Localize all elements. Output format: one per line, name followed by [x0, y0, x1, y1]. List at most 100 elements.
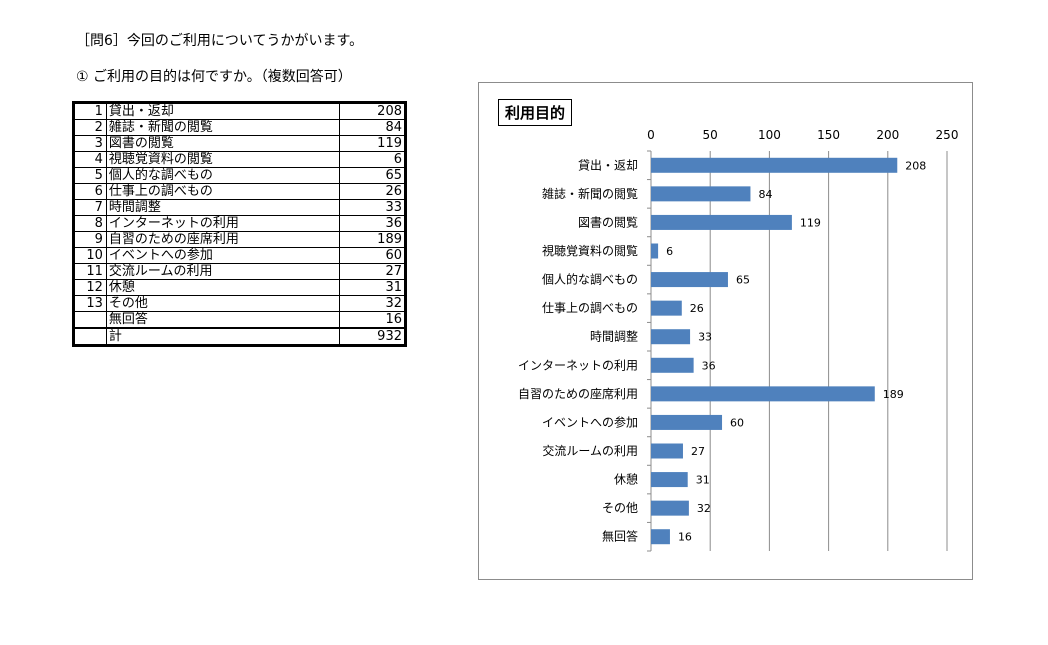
question-heading: ［問6］今回のご利用についてうかがいます。 [76, 33, 364, 49]
data-label: 31 [696, 474, 710, 487]
bar [651, 443, 683, 459]
table-row: 11 交流ルームの利用 27 [73, 263, 406, 280]
category-label: 視聴覚資料の閲覧 [542, 243, 638, 258]
row-value: 16 [339, 311, 406, 329]
bar [651, 414, 723, 430]
bar [651, 386, 875, 402]
table-row: 8 インターネットの利用 36 [73, 215, 406, 232]
table-row: 5 個人的な調べもの 65 [73, 167, 406, 184]
category-label: 交流ルームの利用 [542, 443, 638, 458]
data-label: 16 [678, 531, 692, 544]
table-row: 7 時間調整 33 [73, 199, 406, 216]
row-value: 65 [339, 167, 406, 184]
bar [651, 214, 792, 230]
category-label: 貸出・返却 [578, 157, 638, 172]
table-row: 1 貸出・返却 208 [73, 102, 406, 120]
row-number: 9 [73, 231, 107, 248]
row-number: 13 [73, 295, 107, 312]
table-row: 6 仕事上の調べもの 26 [73, 183, 406, 200]
row-value: 60 [339, 247, 406, 264]
table-row: 13 その他 32 [73, 295, 406, 312]
category-label: 個人的な調べもの [542, 272, 638, 287]
bar [651, 186, 751, 202]
table-row: 計 932 [73, 327, 406, 346]
row-number: 2 [73, 119, 107, 136]
row-value: 27 [339, 263, 406, 280]
category-label: 図書の閲覧 [578, 215, 638, 229]
row-value: 32 [339, 295, 406, 312]
table-row: 9 自習のための座席利用 189 [73, 231, 406, 248]
bar [651, 243, 659, 259]
chart-title: 利用目的 [498, 99, 573, 126]
x-tick-label: 150 [817, 128, 840, 142]
row-value: 84 [339, 119, 406, 136]
bar [651, 272, 728, 288]
data-label: 32 [697, 502, 711, 515]
row-number: 11 [73, 263, 107, 280]
row-value: 119 [339, 135, 406, 152]
row-value: 26 [339, 183, 406, 200]
row-label: 計 [105, 327, 341, 346]
category-label: 自習のための座席利用 [518, 386, 638, 401]
row-number: 4 [73, 151, 107, 168]
bar [651, 157, 898, 173]
data-label: 27 [691, 445, 705, 458]
row-number: 10 [73, 247, 107, 264]
row-value: 36 [339, 215, 406, 232]
row-label: 雑誌・新聞の閲覧 [105, 119, 341, 136]
table-row: 無回答 16 [73, 311, 406, 329]
row-value: 33 [339, 199, 406, 216]
row-label: 図書の閲覧 [105, 135, 341, 152]
bar [651, 500, 689, 516]
chart-panel: 0 50 100 150 200 250 貸出・返却 208 雑誌・新聞の閲覧 84 図書の閲覧 11… [478, 82, 973, 580]
question-subheading: ① ご利用の目的は何ですか。（複数回答可） [76, 69, 352, 85]
row-number [73, 311, 107, 329]
x-tick-label: 0 [647, 128, 655, 142]
data-label: 36 [702, 359, 716, 372]
bar-chart: 0 50 100 150 200 250 貸出・返却 208 雑誌・新聞の閲覧 84 図書の閲覧 11… [518, 128, 959, 552]
row-label: イベントへの参加 [105, 247, 341, 264]
row-label: その他 [105, 295, 341, 312]
row-number: 3 [73, 135, 107, 152]
table-row: 3 図書の閲覧 119 [73, 135, 406, 152]
data-label: 26 [690, 302, 704, 315]
category-label: 休憩 [614, 472, 638, 487]
row-value: 31 [339, 279, 406, 296]
row-value: 6 [339, 151, 406, 168]
data-label: 33 [698, 331, 712, 344]
data-label: 119 [800, 216, 821, 229]
x-tick-label: 50 [703, 128, 718, 142]
x-tick-label: 100 [758, 128, 781, 142]
category-label: 仕事上の調べもの [542, 301, 638, 315]
row-label: インターネットの利用 [105, 215, 341, 232]
row-label: 個人的な調べもの [105, 167, 341, 184]
bar [651, 300, 682, 316]
table-row: 10 イベントへの参加 60 [73, 247, 406, 264]
data-label: 208 [905, 159, 926, 172]
table-row: 2 雑誌・新聞の閲覧 84 [73, 119, 406, 136]
table-row: 4 視聴覚資料の閲覧 6 [73, 151, 406, 168]
x-tick-label: 200 [876, 128, 899, 142]
row-number [73, 327, 107, 346]
table-row: 12 休憩 31 [73, 279, 406, 296]
row-label: 無回答 [105, 311, 341, 329]
row-label: 休憩 [105, 279, 341, 296]
category-label: イベントへの参加 [542, 414, 638, 429]
bar [651, 472, 688, 488]
row-number: 8 [73, 215, 107, 232]
data-label: 84 [758, 188, 772, 201]
row-label: 時間調整 [105, 199, 341, 216]
category-label: その他 [602, 501, 638, 515]
row-label: 自習のための座席利用 [105, 231, 341, 248]
row-label: 視聴覚資料の閲覧 [105, 151, 341, 168]
row-number: 1 [73, 102, 107, 120]
row-number: 6 [73, 183, 107, 200]
x-tick-label: 250 [936, 128, 959, 142]
category-label: インターネットの利用 [518, 358, 638, 372]
row-number: 12 [73, 279, 107, 296]
category-label: 時間調整 [590, 329, 638, 344]
data-label: 6 [666, 245, 673, 258]
row-value: 932 [339, 327, 406, 346]
row-number: 5 [73, 167, 107, 184]
